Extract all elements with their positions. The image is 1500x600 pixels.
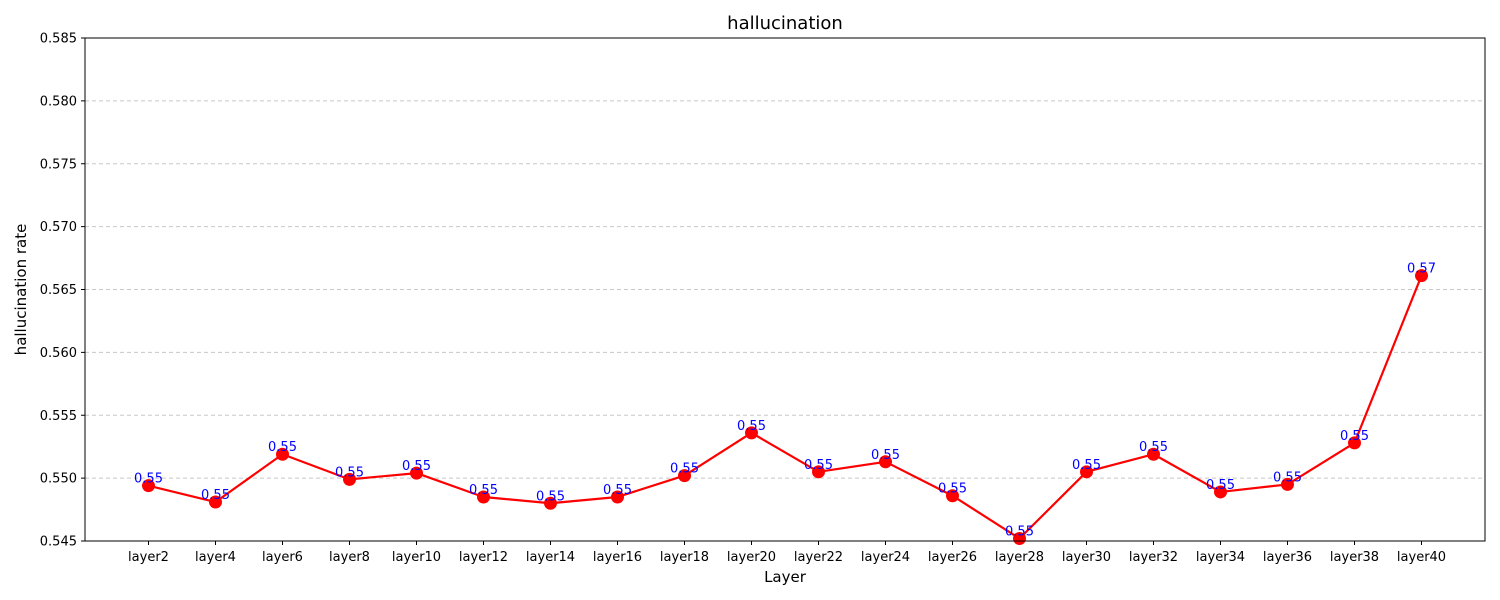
x-tick-label: layer38 xyxy=(1330,550,1379,565)
data-label: 0.55 xyxy=(1273,470,1302,485)
x-tick-label: layer28 xyxy=(995,550,1044,565)
x-tick-label: layer32 xyxy=(1129,550,1178,565)
data-label: 0.55 xyxy=(1340,429,1369,444)
y-tick-label: 0.545 xyxy=(40,535,77,550)
x-tick-label: layer4 xyxy=(195,550,236,565)
data-label: 0.55 xyxy=(268,440,297,455)
y-axis: 0.545 0.550 0.555 0.560 0.565 0.570 0.575 0.580… xyxy=(40,32,85,550)
x-tick-label: layer2 xyxy=(128,550,169,565)
data-label: 0.55 xyxy=(201,488,230,503)
data-point xyxy=(1013,531,1026,545)
data-point xyxy=(1080,465,1093,479)
data-label: 0.55 xyxy=(402,459,431,474)
plot-frame xyxy=(84,37,1486,542)
x-tick-label: layer30 xyxy=(1062,550,1111,565)
data-label: 0.55 xyxy=(670,462,699,477)
x-tick-label: layer16 xyxy=(593,550,642,565)
x-tick-label: layer18 xyxy=(660,550,709,565)
x-tick-label: layer34 xyxy=(1196,550,1245,565)
data-label: 0.55 xyxy=(871,448,900,463)
data-point xyxy=(745,426,758,440)
data-point xyxy=(1348,436,1361,450)
data-point xyxy=(1415,269,1428,283)
data-point xyxy=(678,469,691,483)
data-label: 0.55 xyxy=(804,458,833,473)
data-labels: 0.55 0.55 0.55 0.55 0.55 0.55 0.55 0.55 0.55 0.55… xyxy=(134,262,1436,540)
series-layer xyxy=(142,269,1428,545)
x-axis: layer2 layer4 layer6 layer8 layer10 layer12 la… xyxy=(128,541,1446,565)
data-label: 0.55 xyxy=(134,472,163,487)
x-tick-label: layer24 xyxy=(861,550,910,565)
data-point xyxy=(477,490,490,504)
data-label: 0.57 xyxy=(1407,262,1436,277)
x-tick-label: layer26 xyxy=(928,550,977,565)
y-tick-label: 0.560 xyxy=(40,346,77,361)
data-label: 0.55 xyxy=(1206,478,1235,493)
y-tick-label: 0.555 xyxy=(40,409,77,424)
data-point xyxy=(142,479,155,493)
data-point xyxy=(611,490,624,504)
y-tick-label: 0.565 xyxy=(40,283,77,298)
x-tick-label: layer12 xyxy=(459,550,508,565)
data-label: 0.55 xyxy=(1072,458,1101,473)
data-label: 0.55 xyxy=(1005,524,1034,539)
y-axis-title: hallucination rate xyxy=(12,224,30,356)
data-point xyxy=(946,489,959,503)
data-label: 0.55 xyxy=(536,489,565,504)
data-label: 0.55 xyxy=(603,483,632,498)
y-tick-label: 0.550 xyxy=(40,472,77,487)
series-line xyxy=(148,275,1423,540)
data-label: 0.55 xyxy=(469,483,498,498)
x-tick-label: layer6 xyxy=(262,550,303,565)
data-point xyxy=(812,465,825,479)
x-axis-title: Layer xyxy=(764,568,807,586)
data-label: 0.55 xyxy=(938,482,967,497)
y-tick-label: 0.570 xyxy=(40,220,77,235)
data-point xyxy=(410,466,423,480)
y-tick-label: 0.580 xyxy=(40,94,77,109)
x-tick-label: layer8 xyxy=(329,550,370,565)
data-label: 0.55 xyxy=(335,465,364,480)
data-point xyxy=(1147,447,1160,461)
y-tick-label: 0.585 xyxy=(40,32,77,47)
x-tick-label: layer10 xyxy=(392,550,441,565)
grid-layer xyxy=(85,100,1485,479)
data-point xyxy=(544,496,557,510)
chart-title: hallucination xyxy=(727,13,843,34)
data-point xyxy=(209,495,222,509)
x-tick-label: layer40 xyxy=(1397,550,1446,565)
x-tick-label: layer22 xyxy=(794,550,843,565)
y-tick-label: 0.575 xyxy=(40,157,77,172)
data-point xyxy=(1281,477,1294,491)
x-tick-label: layer14 xyxy=(526,550,575,565)
data-point xyxy=(343,472,356,486)
x-tick-label: layer20 xyxy=(727,550,776,565)
x-tick-label: layer36 xyxy=(1263,550,1312,565)
data-point xyxy=(276,447,289,461)
data-point xyxy=(879,455,892,469)
data-label: 0.55 xyxy=(737,419,766,434)
data-point xyxy=(1214,485,1227,499)
data-label: 0.55 xyxy=(1139,440,1168,455)
